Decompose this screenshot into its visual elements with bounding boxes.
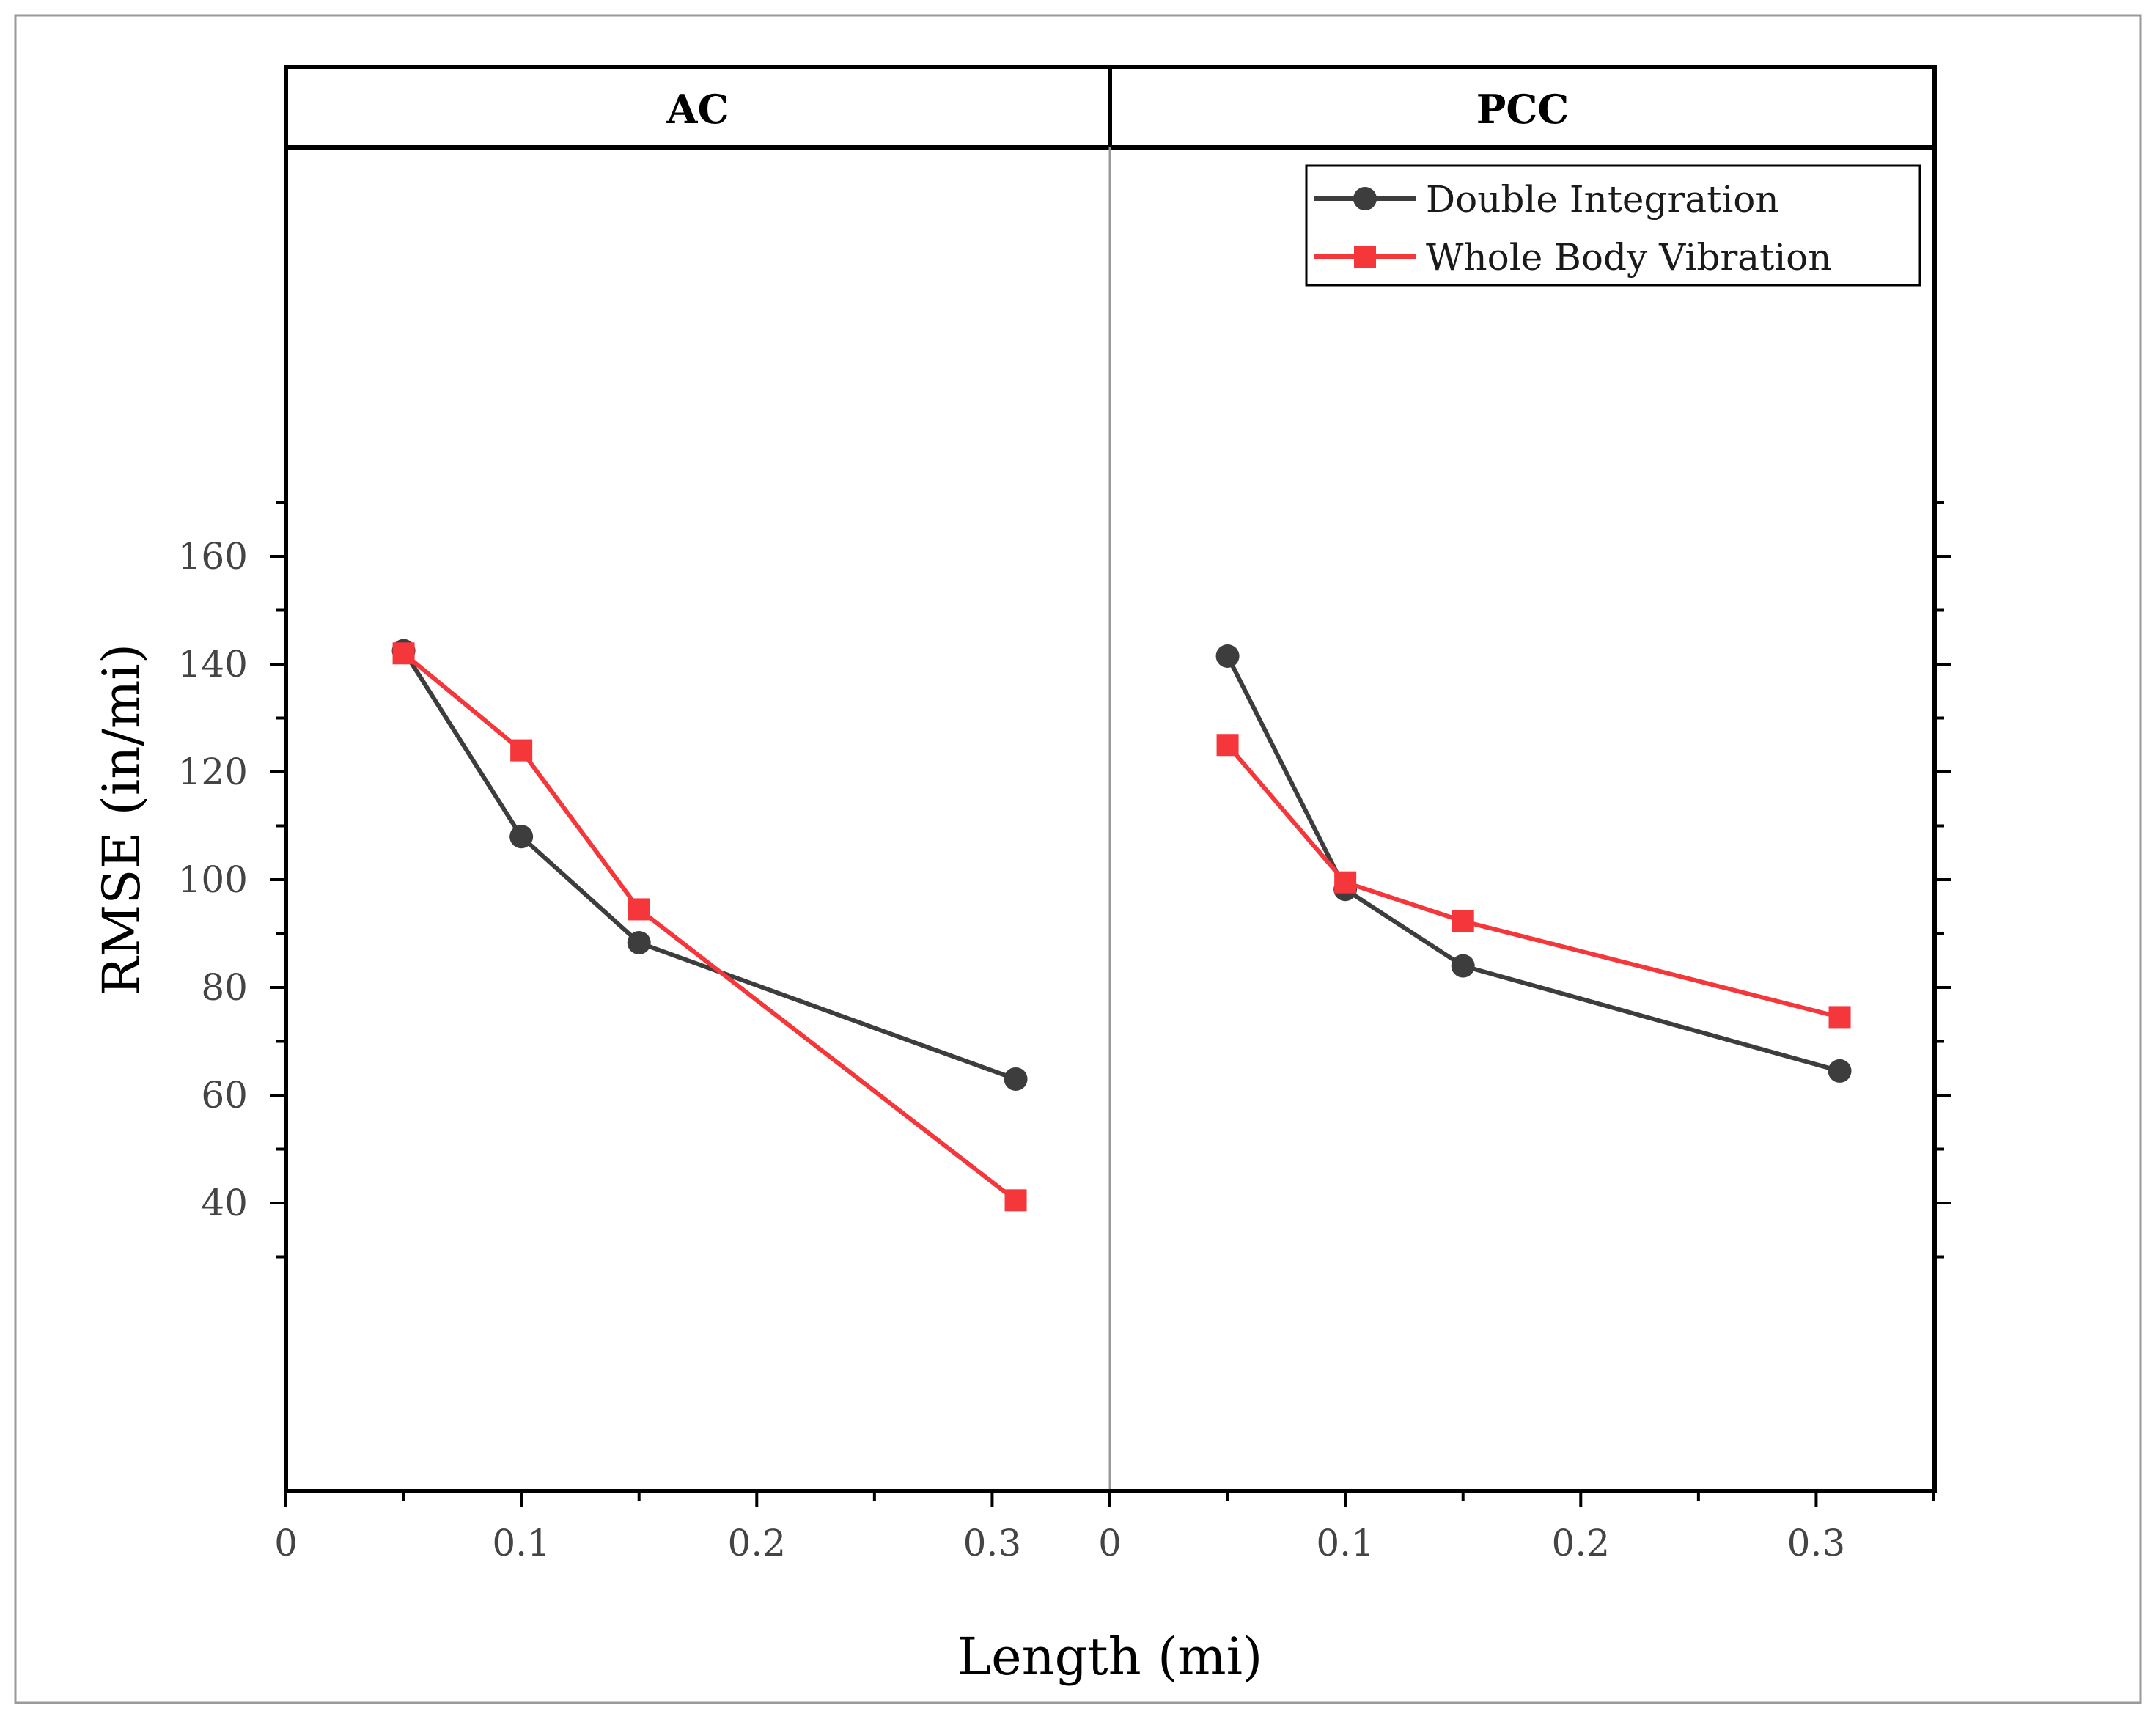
point-whole-body-vibration-ac-3 xyxy=(1004,1189,1027,1212)
panel-header-pcc xyxy=(1108,65,1937,150)
y-axis-ticks-right xyxy=(1935,501,1951,1259)
outer-frame xyxy=(14,14,2142,1704)
y-axis-title: RMSE (in/mi) xyxy=(92,644,152,996)
y-tick-label-60: 60 xyxy=(201,1074,248,1116)
point-whole-body-vibration-ac-1 xyxy=(510,739,533,762)
panel-label-pcc: PCC xyxy=(1476,86,1570,133)
series-line-whole-body-vibration-ac xyxy=(402,651,1018,1202)
point-double-integration-ac-1 xyxy=(509,825,534,849)
x-tick-label-ac-2: 0.2 xyxy=(728,1522,787,1564)
y-tick-label-160: 160 xyxy=(178,535,248,578)
series-line-double-integration-pcc xyxy=(1225,655,1841,1073)
point-whole-body-vibration-pcc-3 xyxy=(1828,1006,1851,1029)
y-tick-label-140: 140 xyxy=(178,643,248,685)
legend-marker-whole-body-vibration xyxy=(1354,246,1376,268)
x-axis-ticks xyxy=(284,1491,1935,1507)
y-tick-label-120: 120 xyxy=(178,751,248,793)
x-tick-label-pcc-3: 0.3 xyxy=(1787,1522,1846,1564)
x-tick-label-pcc-0: 0 xyxy=(1098,1522,1122,1564)
point-whole-body-vibration-ac-2 xyxy=(628,898,650,921)
legend-label-whole-body-vibration: Whole Body Vibration xyxy=(1426,236,1832,279)
point-double-integration-pcc-0 xyxy=(1215,644,1240,668)
x-tick-label-pcc-1: 0.1 xyxy=(1316,1522,1375,1564)
point-double-integration-pcc-3 xyxy=(1828,1059,1852,1083)
y-tick-label-100: 100 xyxy=(178,858,248,901)
x-tick-label-ac-1: 0.1 xyxy=(492,1522,551,1564)
point-whole-body-vibration-pcc-2 xyxy=(1452,910,1474,932)
y-tick-label-80: 80 xyxy=(201,966,248,1009)
panel-label-ac: AC xyxy=(666,86,729,133)
x-tick-label-ac-0: 0 xyxy=(274,1522,298,1564)
point-double-integration-ac-2 xyxy=(627,930,651,954)
panel-header-ac xyxy=(284,65,1112,150)
x-tick-label-ac-3: 0.3 xyxy=(963,1522,1022,1564)
y-axis-tick-labels: 40 60 80 100 120 140 160 xyxy=(178,535,248,1224)
point-whole-body-vibration-ac-0 xyxy=(392,642,415,665)
series-line-whole-body-vibration-pcc xyxy=(1226,743,1841,1020)
legend-label-double-integration: Double Integration xyxy=(1426,178,1779,221)
x-axis-title: Length (mi) xyxy=(957,1627,1263,1687)
y-tick-label-40: 40 xyxy=(201,1182,248,1224)
y-axis-ticks-left xyxy=(270,501,286,1259)
point-whole-body-vibration-pcc-1 xyxy=(1334,871,1357,894)
point-whole-body-vibration-pcc-0 xyxy=(1216,734,1239,757)
point-double-integration-pcc-2 xyxy=(1451,954,1475,978)
x-axis-tick-labels: 0 0.1 0.2 0.3 0 0.1 0.2 0.3 xyxy=(274,1522,1845,1564)
point-double-integration-ac-3 xyxy=(1004,1067,1028,1091)
series-layer xyxy=(391,639,1852,1212)
x-tick-label-pcc-2: 0.2 xyxy=(1552,1522,1611,1564)
series-line-double-integration-ac xyxy=(402,649,1017,1081)
legend: Double Integration Whole Body Vibration xyxy=(1305,164,1921,287)
legend-box xyxy=(1305,164,1921,287)
legend-marker-double-integration xyxy=(1353,187,1377,210)
